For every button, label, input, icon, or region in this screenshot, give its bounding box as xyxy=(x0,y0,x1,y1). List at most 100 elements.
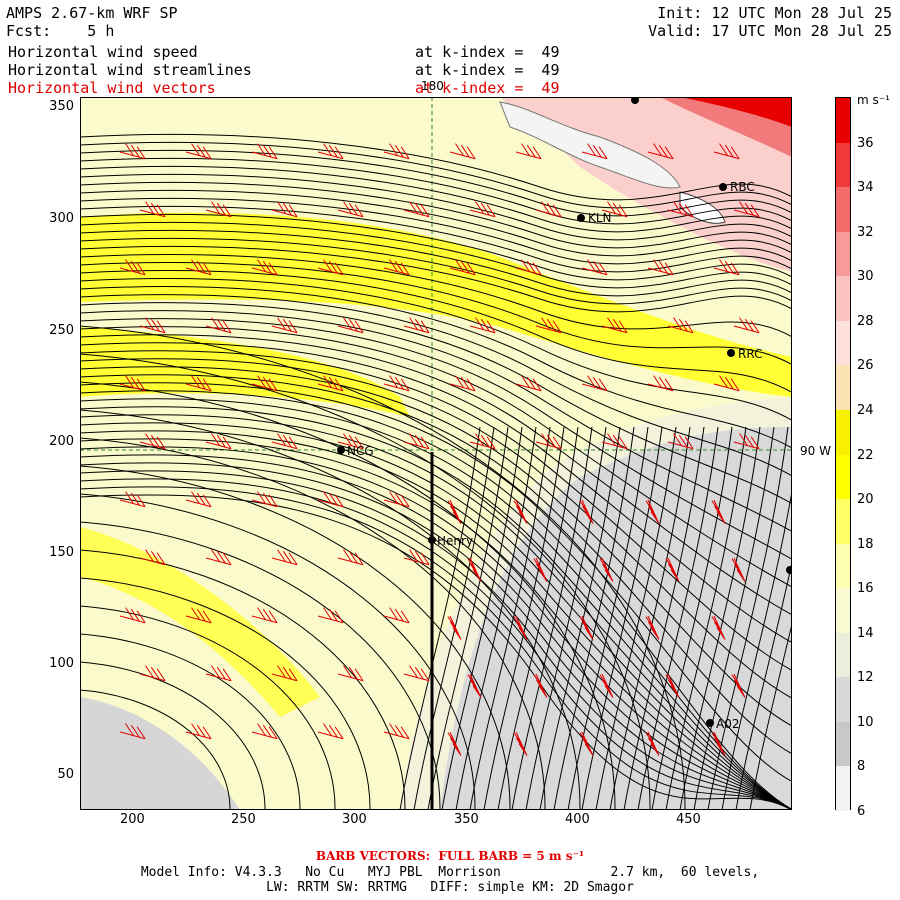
station-label: RBC xyxy=(730,180,755,194)
x-tick-label: 400 xyxy=(565,812,590,827)
wind-barb xyxy=(711,499,726,524)
wind-barb xyxy=(271,201,298,218)
wind-barb xyxy=(467,673,482,698)
streamline xyxy=(80,382,792,783)
plot-frame xyxy=(80,97,792,810)
wind-speed-fill-18-22-b xyxy=(80,327,410,417)
wind-barbs xyxy=(119,143,760,756)
wind-barb xyxy=(579,615,594,640)
wind-barb xyxy=(711,731,726,756)
streamline xyxy=(665,426,747,810)
wind-barb xyxy=(317,723,344,740)
wind-barb xyxy=(251,607,278,624)
barb-note: BARB VECTORS: FULL BARB = 5 m s⁻¹ xyxy=(315,849,585,863)
wind-barb xyxy=(733,433,760,450)
parallel-label: 90 W xyxy=(800,444,831,458)
y-tick-label: 300 xyxy=(49,211,74,226)
streamline xyxy=(80,366,792,727)
wind-barb xyxy=(733,201,760,218)
streamline xyxy=(80,325,686,810)
station-marker xyxy=(786,566,792,574)
field-name: Horizontal wind vectors xyxy=(8,79,216,97)
wind-barb xyxy=(383,723,410,740)
wind-barb xyxy=(119,375,146,392)
station-label: A02 xyxy=(716,717,740,731)
streamline xyxy=(80,270,792,393)
wind-barb xyxy=(317,607,344,624)
colorbar-swatch xyxy=(836,276,850,321)
wind-speed-fill-18-22 xyxy=(80,212,792,397)
streamline xyxy=(735,559,792,810)
streamline xyxy=(553,426,635,810)
colorbar-label: 34 xyxy=(857,180,874,196)
wind-barb xyxy=(667,201,694,218)
wind-barb xyxy=(205,433,232,450)
streamline xyxy=(80,318,792,560)
colorbar-label: 20 xyxy=(857,492,874,508)
y-tick-label: 50 xyxy=(57,767,74,782)
init-time: Init: 12 UTC Mon 28 Jul 25 xyxy=(657,4,892,22)
streamline xyxy=(80,381,616,810)
streamline xyxy=(80,661,266,810)
x-tick-label: 200 xyxy=(120,812,145,827)
streamline xyxy=(80,462,792,810)
colorbar-label: 18 xyxy=(857,536,874,552)
wind-barb xyxy=(119,723,146,740)
wind-barb xyxy=(317,375,344,392)
streamline xyxy=(455,426,537,810)
wind-barb xyxy=(337,201,364,218)
streamline xyxy=(80,633,301,810)
colorbar-swatch xyxy=(836,677,850,722)
wind-barb xyxy=(713,143,740,160)
streamline xyxy=(497,426,579,810)
streamline xyxy=(80,310,792,532)
wind-barb xyxy=(713,259,740,276)
wind-barb xyxy=(119,143,146,160)
x-tick-label: 300 xyxy=(342,812,367,827)
wind-barb xyxy=(467,557,482,582)
wind-barb xyxy=(251,723,278,740)
colorbar-swatch xyxy=(836,142,850,188)
streamline xyxy=(749,621,792,810)
wind-barb xyxy=(647,259,674,276)
wind-barb xyxy=(667,433,694,450)
wind-barb xyxy=(251,491,278,508)
streamline xyxy=(80,409,581,810)
wind-barb xyxy=(337,665,364,682)
streamline xyxy=(80,165,792,233)
wind-barb xyxy=(205,549,232,566)
wind-barb xyxy=(185,259,212,276)
wind-barb xyxy=(383,491,410,508)
colorbar-label: 26 xyxy=(857,358,874,374)
wind-barb xyxy=(185,607,212,624)
streamline xyxy=(80,189,792,257)
y-axis-labels: 350 300 250 200 150 100 50 xyxy=(46,97,78,810)
colorbar-label: 6 xyxy=(857,804,866,819)
wind-barb xyxy=(513,615,528,640)
land-ice-region xyxy=(499,101,681,189)
wind-barb xyxy=(119,607,146,624)
colorbar-swatch xyxy=(836,365,850,410)
colorbar-label: 30 xyxy=(857,269,874,285)
station-marker xyxy=(577,214,585,222)
streamline xyxy=(609,426,691,810)
wind-barb xyxy=(271,433,298,450)
streamline xyxy=(80,438,792,810)
wind-barb xyxy=(403,317,430,334)
wind-barb xyxy=(185,491,212,508)
field-level: at k-index = 49 xyxy=(415,79,560,97)
y-tick-label: 250 xyxy=(49,323,74,338)
wind-speed-fill-weak-sw xyxy=(80,697,240,810)
wind-barb xyxy=(403,433,430,450)
wind-barb xyxy=(119,259,146,276)
wind-barb xyxy=(599,673,614,698)
wind-barb xyxy=(513,731,528,756)
streamline xyxy=(80,181,792,249)
colorbar-swatch xyxy=(836,320,850,366)
streamline xyxy=(80,157,792,225)
wind-barb xyxy=(139,665,166,682)
wind-barb xyxy=(271,665,298,682)
wind-barb xyxy=(383,375,410,392)
wind-barb xyxy=(383,607,410,624)
y-tick-label: 100 xyxy=(49,656,74,671)
